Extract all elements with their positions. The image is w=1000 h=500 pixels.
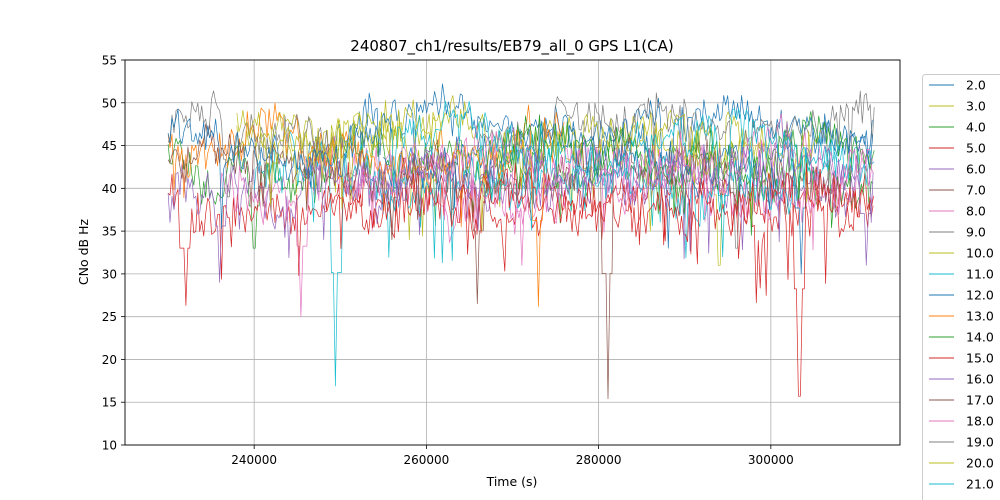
x-tick-label: 240000	[231, 453, 277, 467]
legend-label: 22.0	[966, 498, 994, 500]
series-line-14-0	[477, 111, 875, 236]
y-tick-label: 45	[102, 139, 117, 153]
x-tick-label: 260000	[403, 453, 449, 467]
legend-label: 8.0	[966, 204, 986, 219]
legend-label: 3.0	[966, 99, 986, 114]
grid-lines	[125, 59, 900, 446]
legend-label: 14.0	[966, 330, 994, 345]
plot-area	[167, 83, 875, 400]
legend-label: 20.0	[966, 456, 994, 471]
y-tick-label: 20	[102, 353, 117, 367]
legend-label: 19.0	[966, 435, 994, 450]
legend-label: 11.0	[966, 267, 994, 282]
y-tick-label: 55	[102, 54, 117, 68]
series-line-10-0	[253, 109, 821, 237]
legend-label: 4.0	[966, 120, 986, 135]
plot-frame	[124, 59, 901, 446]
legend-label: 12.0	[966, 288, 994, 303]
y-tick-label: 35	[102, 225, 117, 239]
y-axis-label: CNo dB Hz	[76, 218, 91, 285]
legend-label: 16.0	[966, 372, 994, 387]
series-line-20-0	[236, 99, 444, 210]
x-tick-label: 280000	[576, 453, 622, 467]
axis-ticks: 240000 260000 280000 300000 10 15 20 25 30 35 40 45…	[102, 54, 794, 468]
legend-label: 15.0	[966, 351, 994, 366]
legend-label: 7.0	[966, 183, 986, 198]
series-line-22-0	[167, 108, 393, 229]
series-line-15-0	[322, 162, 874, 397]
legend-label: 21.0	[966, 477, 994, 492]
x-tick-label: 300000	[748, 453, 794, 467]
series-line-21-0	[391, 100, 840, 258]
legend-label: 2.0	[966, 78, 986, 93]
series-line-19-0	[167, 90, 339, 198]
series-line-16-0	[305, 121, 873, 266]
legend-label: 17.0	[966, 393, 994, 408]
legend-label: 13.0	[966, 309, 994, 324]
legend-label: 6.0	[966, 162, 986, 177]
series-line-11-0	[253, 130, 875, 387]
series-line-13-0	[167, 102, 565, 307]
legend-label: 5.0	[966, 141, 986, 156]
legend-label: 10.0	[966, 246, 994, 261]
series-line-12-0	[383, 117, 873, 275]
y-tick-label: 25	[102, 310, 117, 324]
y-tick-label: 50	[102, 96, 117, 110]
legend-box	[922, 74, 1000, 500]
x-axis-label: Time (s)	[486, 474, 538, 489]
chart-title: 240807_ch1/results/EB79_all_0 GPS L1(CA)	[350, 37, 673, 56]
legend-label: 9.0	[966, 225, 986, 240]
legend-label: 18.0	[966, 414, 994, 429]
y-tick-label: 40	[102, 182, 117, 196]
y-tick-label: 30	[102, 267, 117, 281]
legend: 2.0 3.0 4.0 5.0 6.0 7.0 8.0 9.0 10.0 11.0 12.0 13.0…	[922, 74, 1000, 500]
y-tick-label: 10	[102, 439, 117, 453]
y-tick-label: 15	[102, 396, 117, 410]
